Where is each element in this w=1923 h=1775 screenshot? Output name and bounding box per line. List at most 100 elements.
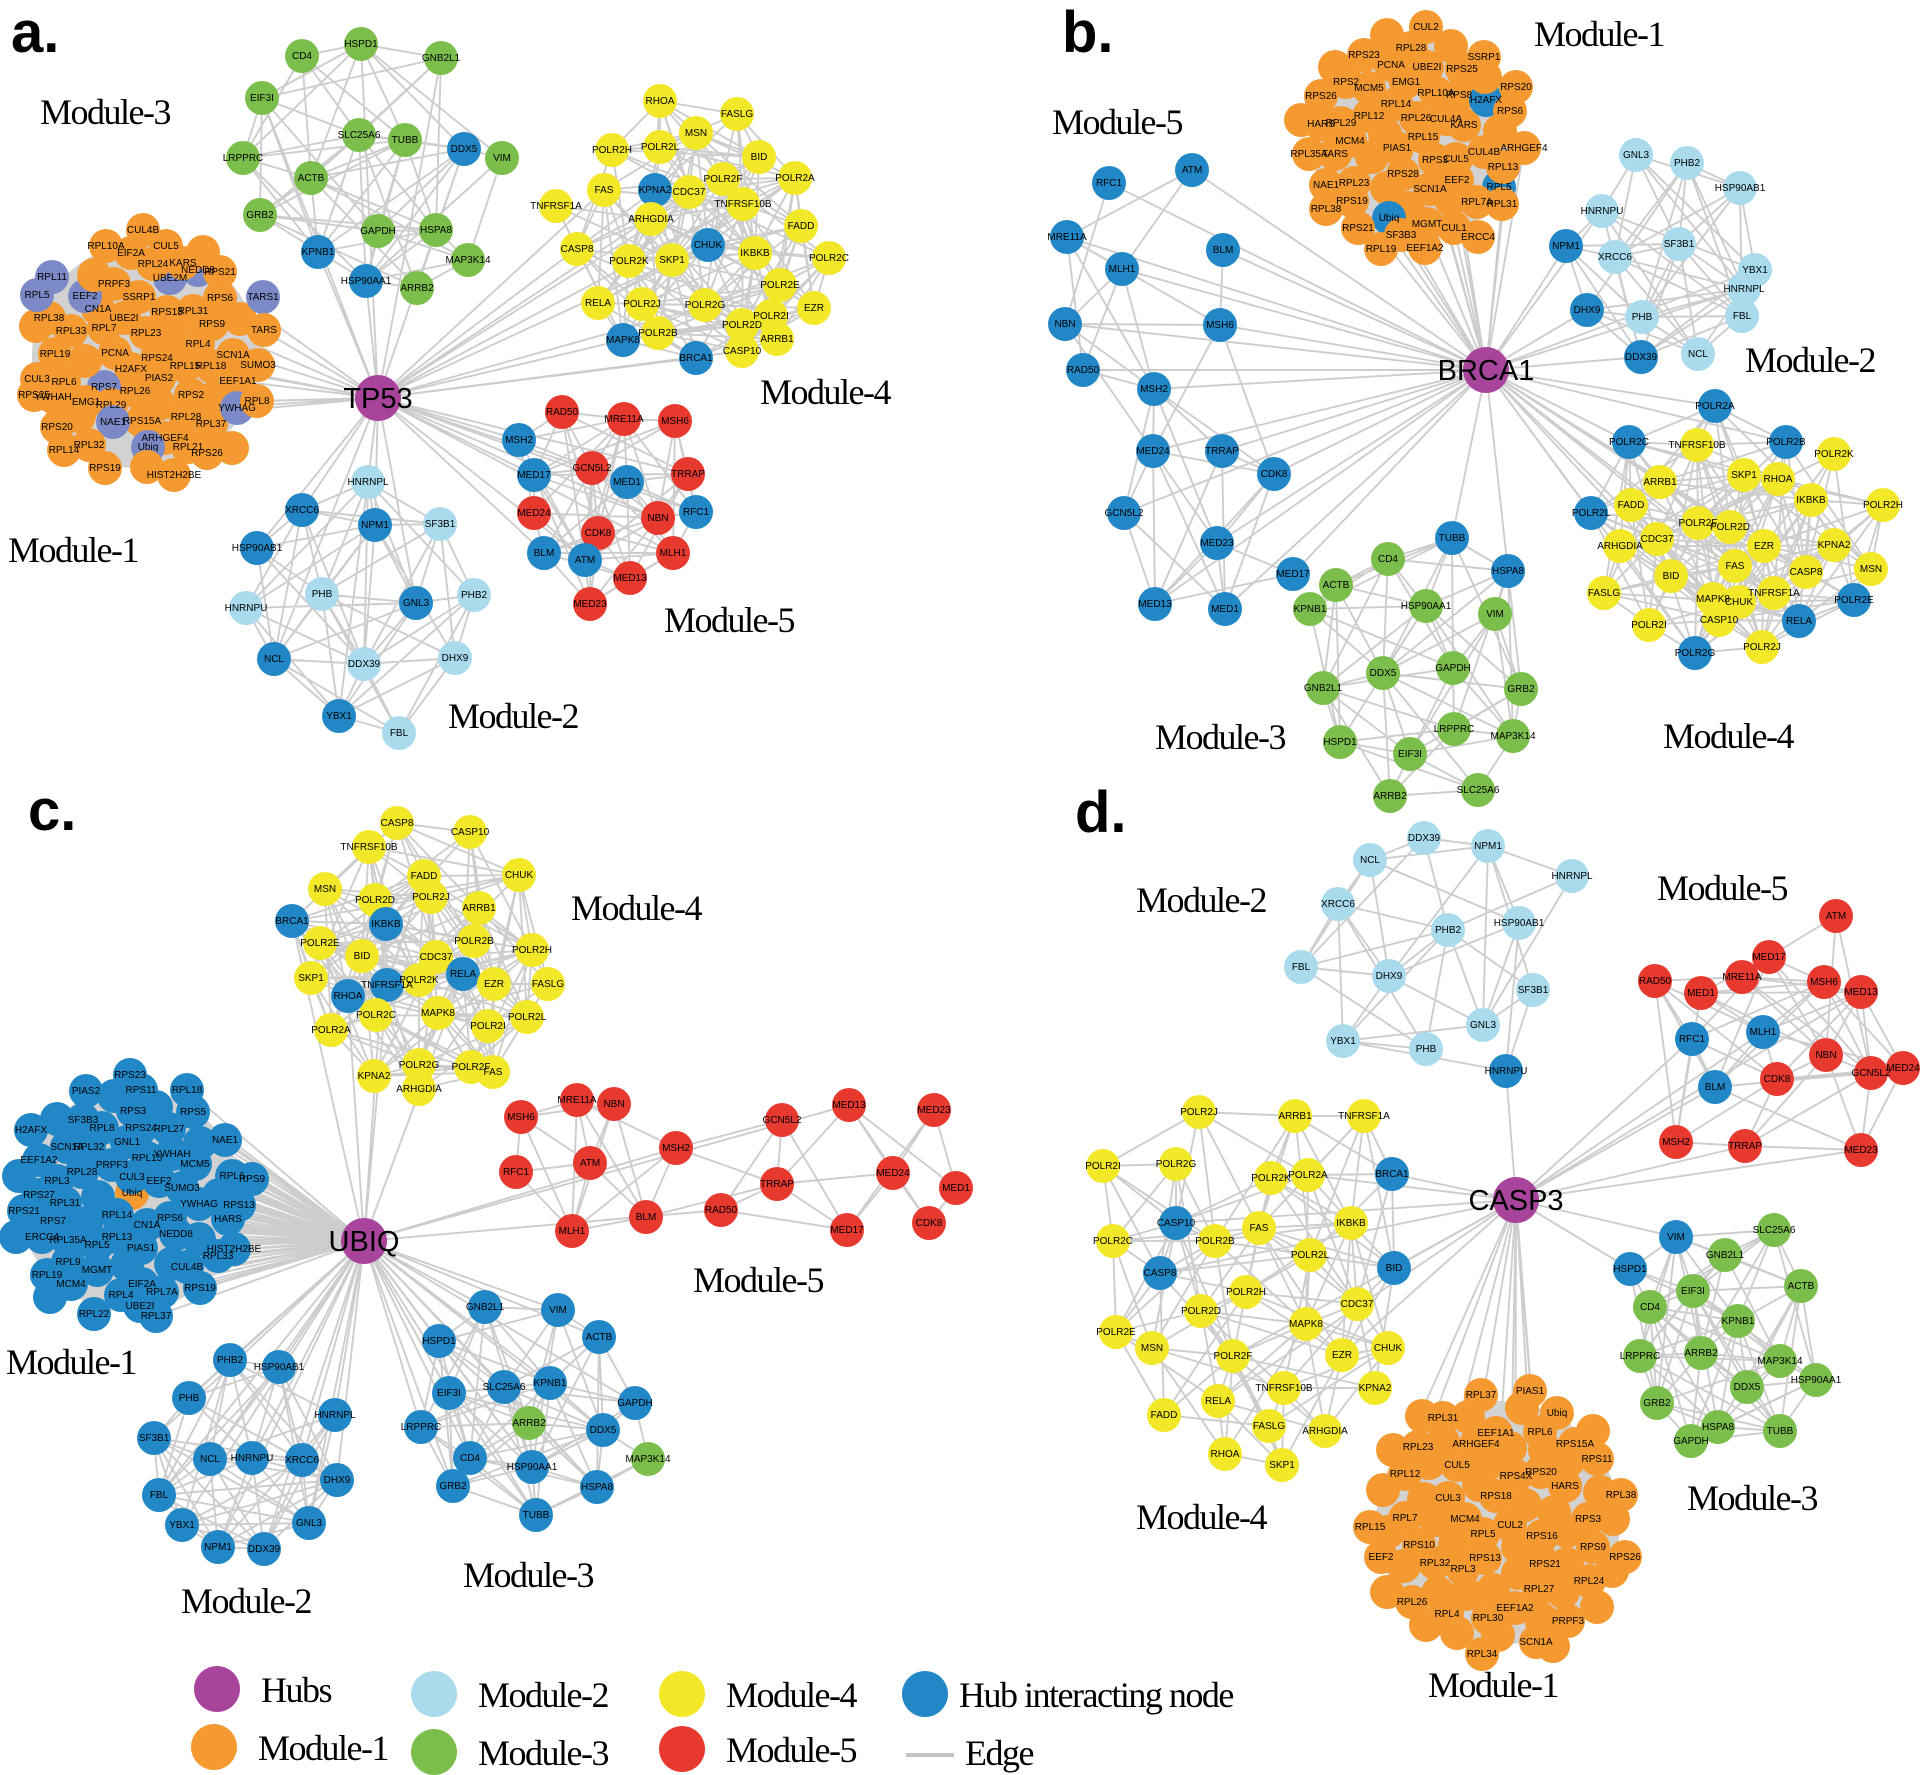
svg-text:RPL21: RPL21 (173, 442, 204, 453)
svg-text:PIAS2: PIAS2 (72, 1086, 101, 1097)
svg-text:POLR2E: POLR2E (1834, 595, 1874, 606)
svg-text:RAD50: RAD50 (1639, 976, 1672, 987)
svg-text:HSPD1: HSPD1 (344, 39, 378, 50)
svg-text:FASLG: FASLG (1588, 588, 1620, 599)
svg-text:RPS19: RPS19 (89, 463, 121, 474)
svg-text:RHOA: RHOA (1211, 1449, 1240, 1460)
svg-text:MRE11A: MRE11A (604, 414, 644, 425)
svg-text:HNRNPL: HNRNPL (347, 477, 389, 488)
svg-text:RPS8: RPS8 (1446, 90, 1473, 101)
svg-text:MED1: MED1 (1211, 604, 1239, 615)
svg-text:RPS3: RPS3 (1422, 155, 1449, 166)
svg-text:RPL27: RPL27 (1524, 1584, 1555, 1595)
svg-text:MLH1: MLH1 (1750, 1027, 1777, 1038)
svg-text:MSH6: MSH6 (507, 1112, 535, 1123)
svg-text:RPL15: RPL15 (1355, 1522, 1386, 1533)
svg-text:MCM4: MCM4 (56, 1279, 86, 1290)
svg-text:POLR2F: POLR2F (452, 1062, 491, 1073)
svg-text:FAS: FAS (595, 185, 614, 196)
svg-text:RPS7: RPS7 (40, 1216, 67, 1227)
svg-text:ARHGEF4: ARHGEF4 (1452, 1439, 1500, 1450)
svg-text:ARHGDIA: ARHGDIA (628, 214, 674, 225)
svg-text:HSPD1: HSPD1 (1613, 1264, 1647, 1275)
svg-text:Module-4: Module-4 (760, 372, 891, 412)
svg-text:GRB2: GRB2 (439, 1481, 467, 1492)
svg-text:RPS26: RPS26 (1609, 1552, 1641, 1563)
svg-text:TNFRSF10B: TNFRSF10B (1668, 440, 1726, 451)
svg-text:GCN5L2: GCN5L2 (763, 1115, 802, 1126)
svg-text:GAPDH: GAPDH (1673, 1436, 1709, 1447)
svg-text:POLR2A: POLR2A (775, 173, 815, 184)
svg-text:SCN1A: SCN1A (1519, 1637, 1553, 1648)
svg-text:POLR2E: POLR2E (300, 938, 340, 949)
svg-text:CHUK: CHUK (505, 870, 534, 881)
svg-text:RPL28: RPL28 (171, 412, 202, 423)
svg-text:SF3B1: SF3B1 (139, 1433, 170, 1444)
svg-text:NBN: NBN (1815, 1050, 1836, 1061)
svg-text:TUBB: TUBB (523, 1510, 550, 1521)
svg-text:RPL5: RPL5 (24, 290, 49, 301)
svg-text:FASLG: FASLG (721, 109, 753, 120)
svg-text:RPS24: RPS24 (141, 353, 173, 364)
svg-text:RPL5: RPL5 (1470, 1529, 1495, 1540)
svg-text:CASP10: CASP10 (1700, 615, 1739, 626)
svg-text:TNFRSF10B: TNFRSF10B (714, 199, 772, 210)
svg-text:RPL24: RPL24 (138, 259, 169, 270)
svg-text:CDC37: CDC37 (1341, 1299, 1374, 1310)
svg-text:Module-5: Module-5 (1657, 868, 1787, 908)
svg-text:SLC25A6: SLC25A6 (1457, 785, 1500, 796)
svg-text:EEF1A2: EEF1A2 (20, 1155, 58, 1166)
svg-text:POLR2B: POLR2B (638, 328, 678, 339)
svg-text:RPL19: RPL19 (32, 1270, 63, 1281)
svg-text:Module-2: Module-2 (478, 1675, 608, 1715)
svg-text:RPL33: RPL33 (56, 326, 87, 337)
svg-text:RPS21: RPS21 (1529, 1559, 1561, 1570)
svg-text:HIST2H2BE: HIST2H2BE (147, 470, 202, 481)
svg-text:MRE11A: MRE11A (1722, 972, 1762, 983)
svg-text:ATM: ATM (1826, 911, 1846, 922)
svg-text:POLR2L: POLR2L (641, 142, 680, 153)
svg-text:Module-3: Module-3 (478, 1733, 608, 1773)
svg-text:SCN1A: SCN1A (216, 350, 250, 361)
svg-text:MSH2: MSH2 (662, 1143, 690, 1154)
svg-text:GNL3: GNL3 (1623, 150, 1650, 161)
svg-text:EEF1A2: EEF1A2 (1406, 243, 1444, 254)
svg-text:VIM: VIM (1667, 1232, 1685, 1243)
svg-text:PHB2: PHB2 (217, 1355, 244, 1366)
svg-text:Module-2: Module-2 (448, 696, 578, 736)
svg-text:MED24: MED24 (1886, 1063, 1920, 1074)
svg-text:IKBKB: IKBKB (371, 919, 401, 930)
svg-text:EIF2A: EIF2A (128, 1279, 156, 1290)
svg-text:CUL5: CUL5 (1443, 154, 1469, 165)
svg-text:TUBB: TUBB (392, 135, 419, 146)
svg-text:Module-5: Module-5 (664, 600, 794, 640)
svg-text:H2AFX: H2AFX (1470, 95, 1503, 106)
svg-text:Module-1: Module-1 (6, 1342, 136, 1382)
svg-text:PHB: PHB (1416, 1044, 1437, 1055)
svg-text:CHUK: CHUK (1374, 1343, 1403, 1354)
svg-text:RPL18: RPL18 (172, 1085, 203, 1096)
svg-text:MED24: MED24 (876, 1168, 910, 1179)
svg-text:NBN: NBN (1054, 319, 1075, 330)
svg-text:PHB: PHB (1632, 312, 1653, 323)
svg-text:RPL31: RPL31 (50, 1198, 81, 1209)
svg-text:EEF2: EEF2 (72, 291, 97, 302)
svg-text:RPS6: RPS6 (1497, 106, 1524, 117)
svg-text:RPS11: RPS11 (1582, 1454, 1613, 1465)
svg-text:RHOA: RHOA (334, 991, 363, 1002)
svg-text:POLR2E: POLR2E (760, 280, 800, 291)
svg-text:RPL9: RPL9 (55, 1257, 80, 1268)
svg-text:ERCC4: ERCC4 (1461, 232, 1495, 243)
svg-text:RPL37: RPL37 (141, 1311, 172, 1322)
svg-text:MED17: MED17 (1752, 952, 1786, 963)
svg-text:ERCC4: ERCC4 (25, 1232, 59, 1243)
svg-text:PIAS1: PIAS1 (127, 1243, 156, 1254)
svg-text:SKP1: SKP1 (1269, 1460, 1295, 1471)
svg-text:FASLG: FASLG (1253, 1421, 1285, 1432)
svg-text:CDK8: CDK8 (916, 1218, 943, 1229)
svg-text:GAPDH: GAPDH (617, 1398, 653, 1409)
svg-text:MRE11A: MRE11A (1047, 232, 1087, 243)
svg-text:UBE2I: UBE2I (126, 1301, 155, 1312)
svg-text:RPS23: RPS23 (1348, 50, 1380, 61)
svg-text:NBN: NBN (603, 1099, 624, 1110)
